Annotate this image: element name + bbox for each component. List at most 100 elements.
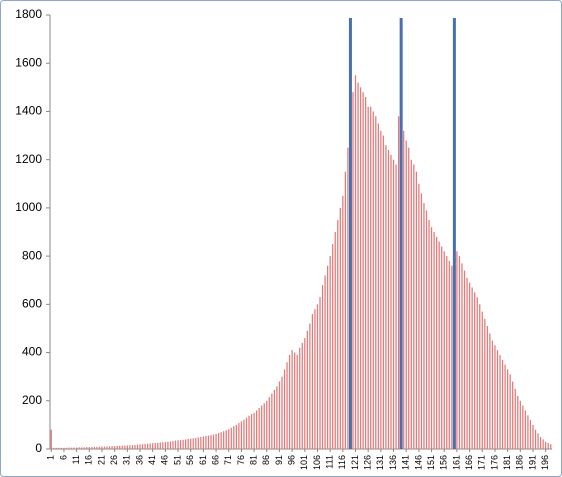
bar	[301, 342, 303, 449]
bar	[200, 436, 202, 449]
bar	[278, 381, 281, 449]
bar	[311, 313, 314, 449]
bar	[235, 424, 237, 449]
bar	[387, 150, 390, 449]
bar	[408, 147, 410, 449]
bar	[466, 277, 468, 449]
bar	[294, 352, 296, 449]
bar	[240, 421, 243, 449]
bar	[309, 323, 311, 449]
bar	[443, 251, 445, 449]
bar	[334, 232, 336, 449]
x-tick-label: 61	[198, 455, 208, 465]
bar	[261, 405, 263, 449]
bar	[149, 443, 151, 449]
bar	[362, 92, 364, 450]
bar	[154, 442, 156, 449]
x-tick-label: 156	[439, 455, 449, 470]
bar	[377, 123, 379, 449]
bar	[86, 447, 88, 449]
bar	[524, 410, 527, 449]
x-tick-label: 161	[451, 455, 461, 470]
bar	[425, 210, 428, 449]
bar	[418, 183, 420, 449]
y-tick-label: 1600	[15, 55, 42, 69]
x-tick-label: 6	[58, 455, 68, 460]
x-tick-label: 41	[147, 455, 157, 465]
bar	[517, 395, 519, 449]
bar	[314, 309, 316, 449]
y-tick-label: 1200	[15, 152, 42, 166]
bar	[542, 439, 544, 449]
bar	[395, 164, 397, 449]
x-tick-label: 186	[515, 455, 525, 470]
bar	[496, 350, 499, 449]
bar	[545, 441, 547, 449]
bar	[550, 444, 552, 449]
bar	[263, 403, 265, 449]
x-tick-label: 86	[261, 455, 271, 465]
bar	[491, 340, 494, 449]
x-tick-label: 126	[363, 455, 373, 470]
x-tick-label: 71	[223, 455, 233, 465]
x-tick-label: 51	[172, 455, 182, 465]
bar	[456, 251, 458, 449]
y-tick-label: 600	[22, 297, 42, 311]
bar	[489, 333, 491, 449]
bar	[316, 304, 319, 449]
y-tick-label: 200	[22, 393, 42, 407]
bar	[352, 92, 354, 450]
bar	[243, 419, 245, 449]
bar	[266, 400, 268, 449]
bar	[380, 130, 382, 449]
bar	[413, 164, 415, 449]
x-tick-label: 26	[109, 455, 119, 465]
x-tick-label: 151	[426, 455, 436, 470]
bar	[119, 445, 121, 449]
bar	[304, 338, 306, 449]
x-tick-label: 121	[350, 455, 360, 470]
bar	[370, 106, 372, 449]
bar	[75, 447, 78, 449]
bar	[471, 287, 473, 449]
bar	[344, 171, 347, 449]
bar	[367, 106, 369, 449]
x-tick-label: 31	[122, 455, 132, 465]
bar	[484, 318, 486, 449]
bar	[354, 75, 357, 450]
bar	[157, 442, 159, 449]
bar	[212, 434, 215, 449]
x-tick-label: 106	[312, 455, 322, 470]
bar	[81, 447, 83, 449]
y-tick-label: 800	[22, 248, 42, 262]
bar	[169, 441, 172, 449]
bar	[172, 441, 174, 449]
bar	[390, 154, 392, 449]
bar	[233, 426, 235, 449]
bar	[499, 354, 501, 449]
x-tick-label: 101	[299, 455, 309, 470]
x-tick-label: 96	[287, 455, 297, 465]
bar	[514, 388, 516, 449]
bar	[392, 159, 395, 449]
bar	[382, 135, 385, 450]
bar	[50, 429, 52, 449]
bar	[174, 440, 177, 449]
x-tick-label: 66	[210, 455, 220, 465]
bar	[228, 429, 230, 449]
bar	[179, 440, 182, 449]
bar	[296, 354, 298, 449]
y-tick-label: 1000	[15, 200, 42, 214]
bar	[359, 87, 362, 449]
bar	[255, 410, 258, 449]
bar	[116, 445, 118, 449]
bar	[342, 195, 344, 449]
bar	[306, 330, 308, 449]
bar	[55, 447, 57, 449]
bar	[245, 417, 248, 449]
bar	[185, 439, 187, 449]
bar	[83, 447, 85, 449]
bar	[547, 442, 549, 449]
bar	[53, 447, 55, 449]
bar	[253, 412, 255, 449]
